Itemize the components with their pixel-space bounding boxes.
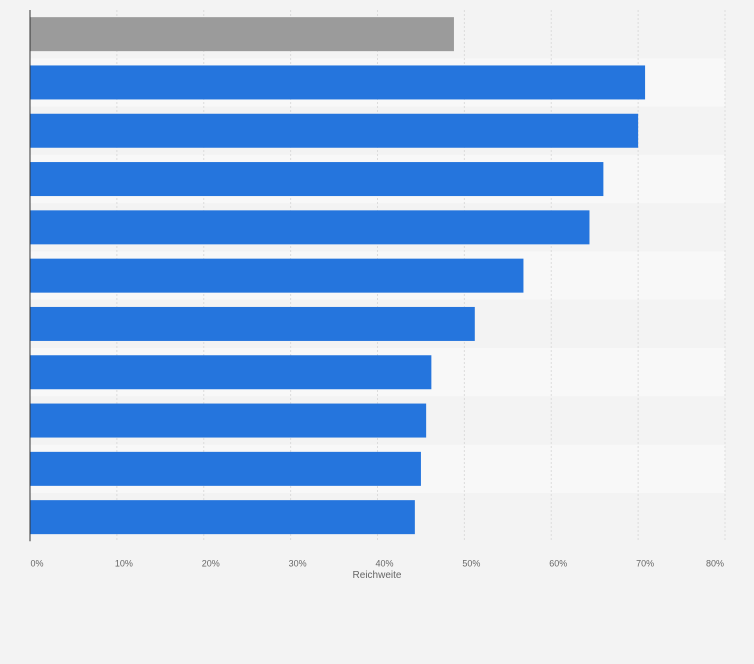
bar [30,258,524,293]
x-axis-label: Reichweite [353,570,402,581]
x-tick-label: 50% [462,558,480,568]
x-tick-label: 80% [706,558,724,568]
x-tick-label: 60% [549,558,567,568]
x-tick-label: 40% [375,558,393,568]
x-tick-labels: 0% 10% 20% 30% 40% 50% 60% 70% 80% [30,558,724,568]
x-tick-label: 10% [115,558,133,568]
bar [30,162,604,197]
x-tick-label: 20% [202,558,220,568]
bar [30,451,421,486]
bar [30,113,639,148]
x-tick-label: 70% [636,558,654,568]
bar [30,210,590,245]
bar [30,17,454,52]
bar [30,403,427,438]
x-tick-label: 30% [289,558,307,568]
bar [30,306,475,341]
x-tick-label: 0% [30,558,43,568]
bar [30,500,415,535]
bars [30,17,646,535]
bar [30,355,432,390]
bar [30,65,646,100]
